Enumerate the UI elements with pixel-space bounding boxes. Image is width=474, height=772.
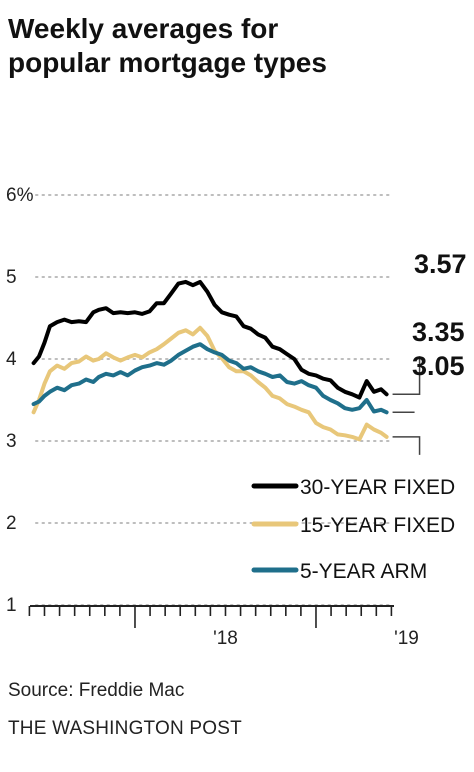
end-label-15yr: 3.05 <box>412 351 465 381</box>
legend-label-15-year-fixed: 15-YEAR FIXED <box>300 514 455 537</box>
y-tick-label: 3 <box>6 431 17 452</box>
callout-connector-30yr <box>392 356 421 396</box>
chart-title: Weekly averages for popular mortgage typ… <box>8 12 468 80</box>
legend-label-30-year-fixed: 30-YEAR FIXED <box>300 476 455 499</box>
y-tick-label: 6% <box>6 185 34 206</box>
series-line-15-year-fixed <box>31 325 389 442</box>
publisher-credit: THE WASHINGTON POST <box>8 718 242 739</box>
y-tick-label: 1 <box>6 595 17 616</box>
y-tick-label: 5 <box>6 267 17 288</box>
y-tick-label: 4 <box>6 349 17 370</box>
source-note: Source: Freddie Mac <box>8 680 185 701</box>
series-line-5-year-arm <box>31 342 389 415</box>
x-tick-label: '19 <box>394 628 419 649</box>
callout-connector-15yr <box>392 436 421 455</box>
legend-label-5-year-arm: 5-YEAR ARM <box>300 560 427 583</box>
chart-title-line-2: popular mortgage types <box>8 47 327 78</box>
x-tick-label: '18 <box>213 628 238 649</box>
end-label-30yr: 3.57 <box>414 249 467 279</box>
series-line-30-year-fixed <box>31 279 389 400</box>
chart-title-line-1: Weekly averages for <box>8 13 279 44</box>
end-label-arm: 3.35 <box>412 317 465 347</box>
mortgage-line-chart: 1 2 3 4 5 6% 3.57 3.35 3.05 30-YEAR FIXED 15-YEAR … <box>6 185 467 649</box>
y-tick-label: 2 <box>6 513 17 534</box>
